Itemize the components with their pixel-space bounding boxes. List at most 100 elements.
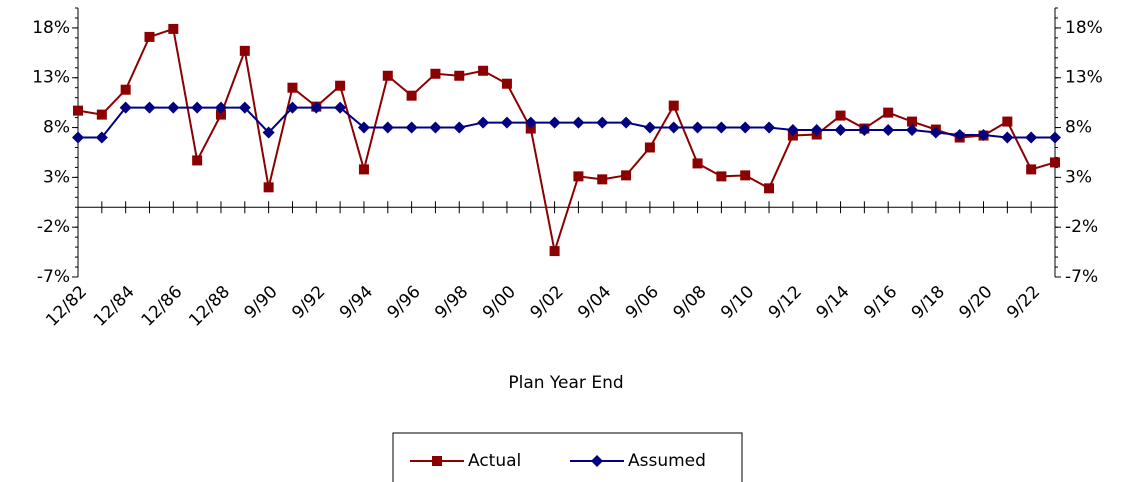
marker	[763, 121, 776, 134]
marker	[478, 65, 489, 76]
x-tick-label: 9/16	[860, 282, 901, 323]
x-tick-label: 9/02	[527, 282, 568, 323]
marker	[597, 174, 608, 185]
y-tick-label: 18%	[32, 18, 70, 38]
marker	[238, 101, 251, 114]
marker	[454, 70, 465, 81]
marker	[286, 101, 299, 114]
y2-tick-label: 18%	[1065, 18, 1103, 38]
marker	[977, 129, 990, 142]
y-tick-label: -2%	[37, 217, 70, 237]
marker	[572, 116, 585, 129]
marker	[120, 84, 131, 95]
marker	[95, 131, 108, 144]
marker	[906, 124, 919, 137]
x-tick-label: 9/18	[908, 282, 949, 323]
marker	[573, 171, 584, 182]
marker	[549, 246, 560, 257]
marker	[835, 110, 846, 121]
x-tick-label: 9/20	[955, 282, 996, 323]
x-tick-label: 9/08	[669, 282, 710, 323]
marker	[168, 23, 179, 34]
marker	[430, 68, 441, 79]
x-tick-label: 9/14	[812, 282, 853, 323]
x-tick-label: 9/04	[574, 282, 615, 323]
marker	[405, 121, 418, 134]
marker	[644, 142, 655, 153]
marker	[715, 121, 728, 134]
x-tick-label: 9/12	[765, 282, 806, 323]
marker	[1002, 116, 1013, 127]
marker	[882, 124, 895, 137]
marker	[883, 107, 894, 118]
marker	[524, 116, 537, 129]
marker	[287, 82, 298, 93]
marker	[620, 116, 633, 129]
y2-tick-label: 3%	[1065, 167, 1092, 187]
marker	[96, 109, 107, 120]
legend-box	[392, 432, 743, 482]
marker	[501, 78, 512, 89]
series-line	[77, 27, 1056, 252]
x-tick-label: 9/00	[479, 282, 520, 323]
marker	[621, 170, 632, 181]
marker	[72, 131, 84, 144]
marker	[1050, 157, 1060, 168]
marker	[500, 116, 513, 129]
y-tick-label: 3%	[43, 167, 70, 187]
x-tick-label: 9/06	[622, 282, 663, 323]
marker	[406, 90, 417, 101]
marker	[144, 31, 155, 42]
marker	[739, 121, 752, 134]
y-tick-label: 8%	[43, 118, 70, 138]
x-axis-label: Plan Year End	[508, 373, 623, 393]
marker	[143, 101, 156, 114]
marker	[764, 183, 775, 194]
marker	[953, 129, 966, 142]
y2-tick-label: 13%	[1065, 68, 1103, 88]
marker	[477, 116, 490, 129]
marker	[239, 45, 250, 56]
marker	[740, 170, 751, 181]
marker	[1025, 131, 1038, 144]
x-tick-label: 9/98	[431, 282, 472, 323]
marker	[167, 101, 180, 114]
marker	[335, 80, 346, 91]
x-tick-label: 9/22	[1003, 282, 1044, 323]
marker	[691, 121, 704, 134]
x-tick-label: 12/82	[42, 282, 91, 331]
marker	[786, 124, 799, 137]
marker	[1049, 131, 1061, 144]
x-tick-label: 12/84	[90, 282, 139, 331]
marker	[668, 100, 679, 111]
marker	[381, 121, 394, 134]
marker	[263, 182, 274, 193]
legend-label: Actual	[468, 451, 521, 471]
marker	[643, 121, 656, 134]
x-tick-label: 9/10	[717, 282, 758, 323]
marker	[1001, 131, 1014, 144]
x-tick-label: 9/90	[241, 282, 282, 323]
y2-tick-label: 8%	[1065, 118, 1092, 138]
marker	[907, 116, 918, 127]
x-tick-label: 12/86	[138, 282, 187, 331]
x-tick-label: 9/94	[336, 282, 377, 323]
marker	[716, 171, 727, 182]
x-tick-label: 9/92	[288, 282, 329, 323]
marker	[119, 101, 132, 114]
marker	[1026, 164, 1037, 175]
marker	[191, 101, 204, 114]
marker	[834, 124, 847, 137]
marker	[858, 124, 871, 137]
marker	[310, 101, 323, 114]
marker	[692, 158, 703, 169]
marker	[73, 105, 83, 116]
marker	[596, 116, 609, 129]
y-tick-label: -7%	[37, 267, 70, 287]
x-tick-label: 12/88	[185, 282, 234, 331]
marker	[215, 109, 226, 120]
x-tick-label: 9/96	[384, 282, 425, 323]
y-tick-label: 13%	[32, 68, 70, 88]
legend-marker	[591, 455, 603, 467]
legend-marker	[432, 456, 442, 466]
